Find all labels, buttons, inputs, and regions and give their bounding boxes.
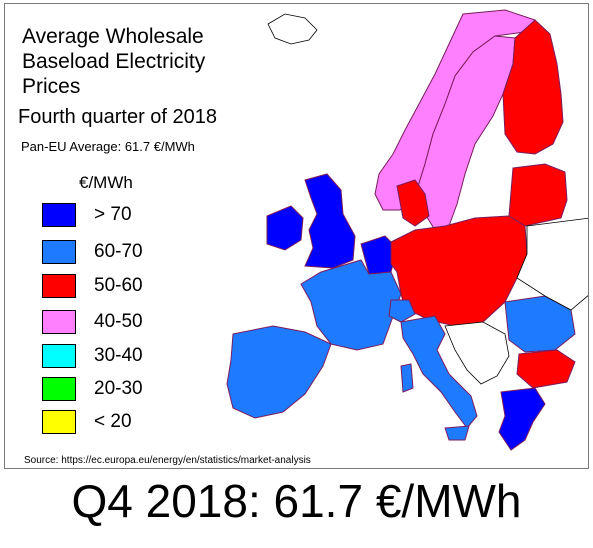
legend-swatch	[42, 377, 76, 401]
region-baltics	[508, 163, 568, 227]
footer-headline: Q4 2018: 61.7 €/MWh	[71, 475, 522, 527]
legend-label: 50-60	[94, 275, 143, 296]
legend-item: 60-70	[42, 240, 222, 266]
legend-swatch	[42, 274, 76, 298]
legend-label: 20-30	[94, 378, 143, 399]
region-sicily	[444, 425, 470, 441]
legend-swatch	[42, 344, 76, 368]
pan-eu-average: Pan-EU Average: 61.7 €/MWh	[21, 139, 195, 154]
region-uk	[304, 173, 356, 269]
region-iceland	[267, 13, 318, 45]
legend-label: 40-50	[94, 311, 143, 332]
legend-item: 40-50	[42, 310, 222, 336]
legend-label: 30-40	[94, 345, 143, 366]
region-switzerland	[388, 299, 416, 323]
legend-item: 50-60	[42, 274, 222, 300]
region-spain-portugal	[226, 325, 332, 419]
legend-item: 20-30	[42, 377, 222, 403]
source-note: Source: https://ec.europa.eu/energy/en/s…	[24, 455, 311, 466]
map-subtitle: Fourth quarter of 2018	[18, 106, 218, 128]
legend-swatch	[42, 310, 76, 334]
title-line-1: Average Wholesale	[22, 25, 204, 48]
region-denmark	[396, 179, 430, 227]
map-frame	[4, 3, 589, 469]
region-finland	[502, 19, 564, 155]
region-ireland	[266, 205, 304, 251]
region-greece	[498, 387, 546, 451]
region-italy	[400, 315, 478, 429]
legend-swatch	[42, 410, 76, 434]
region-france	[300, 259, 402, 351]
legend-swatch	[42, 203, 76, 227]
region-sardinia	[400, 363, 414, 393]
legend-item: 30-40	[42, 344, 222, 370]
region-balkans	[444, 321, 510, 385]
map-title: Average Wholesale Baseload Electricity P…	[22, 24, 262, 99]
legend-label: < 20	[94, 411, 132, 432]
title-line-2: Baseload Electricity	[22, 50, 206, 73]
title-line-3: Prices	[22, 75, 81, 98]
region-eastern-europe	[516, 217, 588, 311]
region-bulgaria	[516, 349, 576, 389]
europe-map	[226, 9, 588, 451]
legend-swatch	[42, 240, 76, 264]
legend-unit: €/MWh	[79, 173, 133, 192]
legend-item: > 70	[42, 203, 222, 229]
legend-item: < 20	[42, 410, 222, 436]
legend-label: > 70	[94, 204, 132, 225]
legend-label: 60-70	[94, 241, 143, 262]
